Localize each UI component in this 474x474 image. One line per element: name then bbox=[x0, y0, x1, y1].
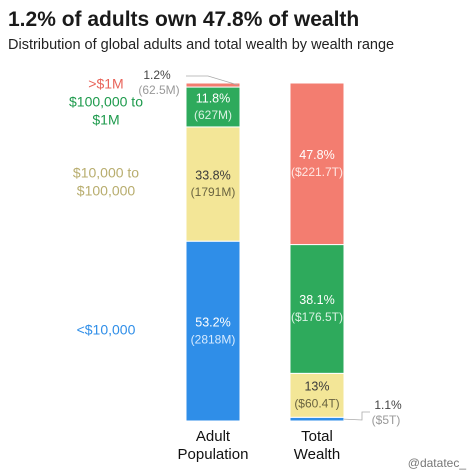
watermark: @datatec_ bbox=[407, 456, 466, 470]
legend-label-0: >$1M bbox=[88, 76, 123, 92]
category-label-1-line-0: Total bbox=[301, 428, 333, 445]
leader-line-0-3 bbox=[186, 75, 239, 86]
data-sublabel-0-2: (627M) bbox=[194, 108, 232, 122]
bar-segment-1-0 bbox=[289, 416, 345, 422]
data-label-1-2: 38.1% bbox=[299, 293, 334, 307]
legend-label-1-line-1: $1M bbox=[92, 112, 119, 128]
data-sublabel-1-2: ($176.5T) bbox=[291, 310, 343, 324]
data-label-1-1: 13% bbox=[304, 380, 329, 394]
bar-segment-0-1 bbox=[185, 126, 241, 242]
data-label-0-1: 33.8% bbox=[195, 168, 230, 182]
leader-line-1-0 bbox=[343, 411, 370, 421]
category-label-0-line-1: Population bbox=[178, 446, 249, 463]
legend-label-3: <$10,000 bbox=[77, 322, 136, 338]
data-sublabel-0-3: (62.5M) bbox=[138, 83, 179, 97]
chart-title: 1.2% of adults own 47.8% of wealth bbox=[8, 8, 360, 31]
bar-segment-0-0 bbox=[185, 240, 241, 422]
data-sublabel-0-1: (1791M) bbox=[191, 185, 236, 199]
bar-segment-0-2 bbox=[185, 86, 241, 128]
data-label-1-3: 47.8% bbox=[299, 148, 334, 162]
data-sublabel-1-3: ($221.7T) bbox=[291, 165, 343, 179]
data-label-0-0: 53.2% bbox=[195, 315, 230, 329]
data-sublabel-0-0: (2818M) bbox=[191, 332, 236, 346]
bar-segment-1-2 bbox=[289, 244, 345, 374]
category-label-1-line-1: Wealth bbox=[294, 446, 340, 463]
data-label-1-0: 1.1% bbox=[374, 398, 402, 412]
data-sublabel-1-0: ($5T) bbox=[372, 413, 401, 427]
legend-label-1-line-0: $100,000 to bbox=[69, 94, 143, 110]
legend-label-2-line-0: $10,000 to bbox=[73, 165, 139, 181]
chart-subtitle: Distribution of global adults and total … bbox=[8, 37, 395, 53]
bar-segment-1-3 bbox=[289, 82, 345, 246]
bar-segment-0-3 bbox=[185, 82, 241, 88]
data-sublabel-1-1: ($60.4T) bbox=[294, 396, 339, 410]
legend-label-2-line-1: $100,000 bbox=[77, 183, 136, 199]
data-label-0-3: 1.2% bbox=[143, 68, 171, 82]
bar-segment-1-1 bbox=[289, 372, 345, 418]
data-label-0-2: 11.8% bbox=[196, 91, 231, 105]
category-label-0-line-0: Adult bbox=[196, 428, 231, 445]
